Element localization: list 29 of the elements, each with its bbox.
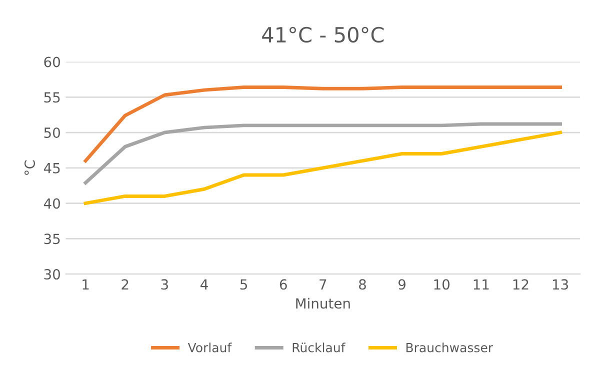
x-tick-label: 1: [82, 279, 89, 290]
x-tick-label: 7: [320, 279, 326, 290]
x-tick-label: 4: [200, 279, 208, 290]
x-tick-label: 2: [122, 279, 128, 290]
line-series: [84, 86, 562, 163]
y-tick-label: 35: [44, 234, 60, 244]
x-tick-label: 12: [513, 279, 528, 290]
x-tick-label: 9: [398, 279, 406, 290]
y-tick-label: 30: [44, 269, 60, 280]
y-axis-title: °C: [24, 160, 35, 175]
x-tick-label: 6: [280, 279, 287, 290]
legend-label: Rücklauf: [292, 342, 346, 352]
x-tick-label: 3: [161, 279, 168, 290]
legend-label: Vorlauf: [188, 342, 232, 352]
chart-title: 41°C - 50°C: [262, 26, 384, 43]
legend-label: Brauchwasser: [406, 342, 494, 352]
x-axis-title: Minuten: [296, 298, 350, 309]
y-tick-label: 40: [44, 198, 60, 209]
x-tick-label: 8: [359, 279, 366, 290]
y-tick-label: 45: [44, 163, 60, 174]
line-series: [84, 130, 562, 206]
x-tick-label: 5: [240, 279, 248, 290]
x-tick-label: 11: [474, 279, 489, 290]
x-tick-label: 10: [434, 279, 450, 290]
y-tick-label: 50: [44, 127, 60, 138]
y-tick-label: 55: [44, 92, 60, 103]
line-series: [84, 122, 562, 185]
y-tick-label: 60: [44, 56, 60, 68]
x-tick-label: 13: [552, 279, 568, 290]
